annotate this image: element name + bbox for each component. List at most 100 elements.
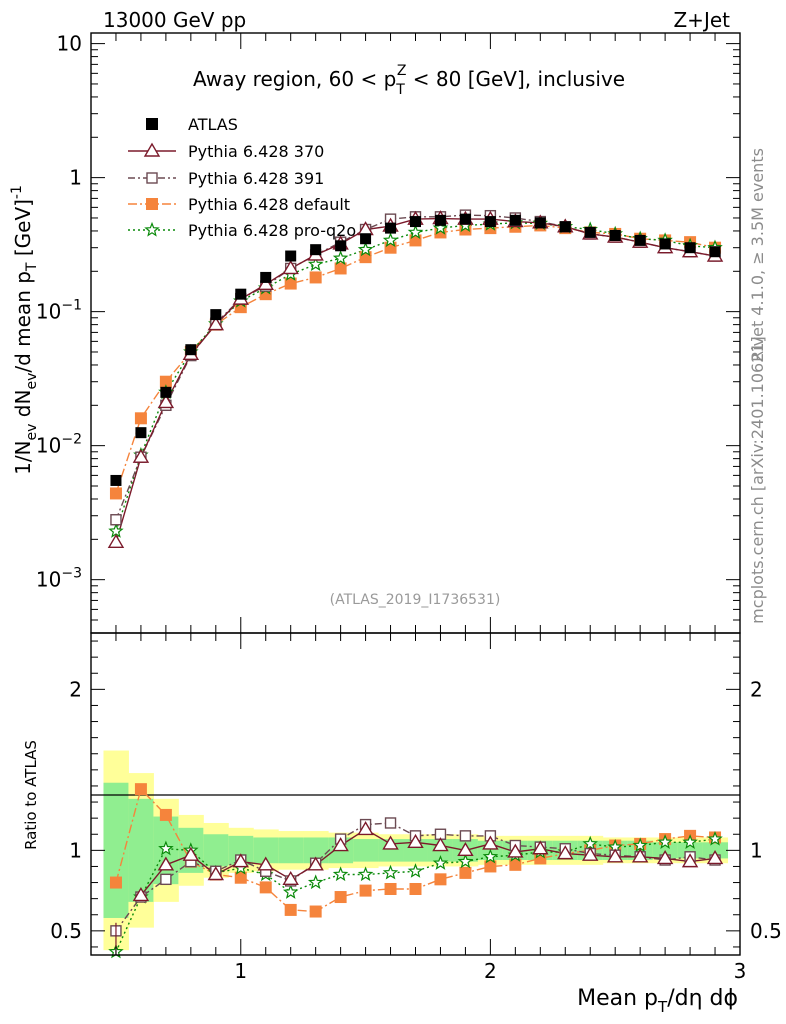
- ratio-3-point-21: [632, 837, 648, 853]
- series-3-point-7: [284, 277, 297, 290]
- series-3-point-9: [334, 262, 347, 275]
- y-tick-label-3: 10−2: [36, 432, 82, 458]
- ratio-0-point-15: [482, 835, 499, 850]
- series-4-point-11: [382, 232, 399, 248]
- ratio-band-green-22: [652, 842, 679, 859]
- atlas-point-17: [534, 217, 546, 229]
- legend-marker-3: [146, 198, 158, 210]
- series-3-point-0: [109, 487, 122, 500]
- ratio-band-green-24: [702, 842, 729, 859]
- title-prefix: Away region, 60 < p: [193, 67, 396, 91]
- ratio-2-point-16: [509, 858, 522, 871]
- main-series-layer: [107, 209, 724, 549]
- title-suffix: < 80 [GeV], inclusive: [406, 67, 625, 91]
- series-1-point-0: [107, 533, 125, 549]
- series-3-point-10: [359, 251, 372, 264]
- ratio-0-point-23: [681, 853, 699, 868]
- plot-title: Away region, 60 < pTZ < 80 [GeV], inclus…: [193, 63, 625, 98]
- series-1-point-4: [207, 316, 225, 331]
- ratio-2-point-11: [384, 882, 397, 895]
- atlas-point-2: [160, 386, 172, 398]
- ratio-3-point-10: [357, 866, 374, 882]
- atlas-point-8: [310, 244, 322, 256]
- xlabel-b: /dη dϕ: [667, 986, 738, 1011]
- ratio-tick-label-left-1: 1: [69, 838, 82, 862]
- ratio-0-point-13: [432, 837, 449, 852]
- atlas-point-13: [434, 214, 446, 226]
- atlas-point-9: [335, 240, 347, 252]
- ratio-3-point-15: [482, 848, 499, 864]
- ylabel-d: [GeV]: [11, 199, 35, 262]
- atlas-point-20: [609, 229, 621, 241]
- ratio-0-point-18: [557, 845, 574, 860]
- ratio-2-point-10: [359, 884, 372, 897]
- legend-label-2: Pythia 6.428 391: [188, 169, 324, 188]
- x-axis-label: Mean pT/dη dϕ: [577, 986, 738, 1016]
- series-line-2: [115, 214, 716, 520]
- series-3-point-12: [409, 234, 422, 247]
- series-2-point-0: [110, 514, 122, 526]
- ylabel-sup: -1: [9, 185, 25, 199]
- ratio-0-point-19: [582, 846, 599, 861]
- ratio-tick-label-left-2: 0.5: [50, 919, 82, 943]
- ratio-3-point-22: [657, 834, 673, 849]
- ratio-0-point-21: [631, 848, 649, 863]
- main-tick-layer: 10 1 10−1 10−2 10−3: [36, 32, 741, 634]
- ratio-2-point-0: [109, 876, 122, 889]
- y-tick-label-2: 10−1: [36, 298, 82, 324]
- atlas-point-0: [110, 474, 122, 486]
- ratio-0-point-6: [257, 856, 274, 871]
- atlas-point-18: [559, 221, 571, 233]
- series-1-point-7: [282, 260, 299, 275]
- ratio-0-point-11: [382, 835, 399, 850]
- atlas-point-7: [285, 250, 297, 262]
- ratio-0-point-9: [332, 837, 349, 852]
- xlabel-sub: T: [657, 998, 668, 1016]
- ratio-3-point-24: [707, 830, 723, 846]
- ratio-0-point-12: [407, 833, 424, 848]
- ratio-y-axis-label: Ratio to ATLAS: [22, 740, 40, 850]
- legend-label-1: Pythia 6.428 370: [188, 142, 324, 161]
- ratio-0-point-4: [207, 866, 225, 881]
- series-4-point-9: [332, 250, 349, 265]
- ratio-3-point-7: [282, 884, 299, 899]
- ratio-0-point-2: [157, 856, 175, 871]
- y-tick-label-1: 1: [69, 166, 82, 190]
- legend-label-4: Pythia 6.428 pro-q2o: [188, 221, 356, 240]
- ratio-0-point-7: [282, 870, 299, 886]
- x-tick-label-1: 2: [484, 959, 497, 983]
- atlas-point-10: [360, 233, 372, 245]
- ratio-0-point-8: [307, 856, 324, 871]
- series-1-point-1: [132, 448, 150, 463]
- ratio-band-green-10: [353, 839, 379, 862]
- ratio-3-point-11: [382, 864, 399, 880]
- series-line-3: [115, 224, 716, 494]
- ratio-2-point-5: [234, 871, 247, 884]
- ylabel-c: /d mean p: [11, 271, 35, 373]
- legend: ATLAS Pythia 6.428 370 Pythia 6.428 391 Pyt…: [128, 115, 356, 240]
- ratio-2-point-2: [159, 808, 172, 821]
- ratio-band-green-11: [378, 839, 404, 862]
- series-3-point-2: [159, 375, 172, 388]
- atlas-point-14: [459, 213, 471, 225]
- y-axis-label: 1/Nev dNev/d mean pT [GeV]-1: [9, 185, 40, 475]
- legend-marker-4: [144, 221, 160, 237]
- ratio-0-point-24: [706, 850, 724, 865]
- analysis-watermark: (ATLAS_2019_I1736531): [330, 592, 501, 608]
- ylabel-b: dN: [11, 390, 35, 424]
- ratio-3-point-12: [407, 863, 424, 878]
- title-sup: Z: [397, 63, 407, 79]
- ratio-2-point-15: [484, 860, 497, 873]
- y-tick-label-4: 10−3: [36, 566, 82, 592]
- ratio-2-point-12: [409, 882, 422, 895]
- series-line-4: [115, 222, 716, 532]
- ratio-band-layer: [103, 750, 729, 951]
- atlas-point-5: [235, 288, 247, 300]
- ratio-2-point-8: [309, 905, 322, 918]
- xlabel-a: Mean p: [577, 986, 658, 1011]
- ratio-2-point-9: [334, 891, 347, 904]
- atlas-point-24: [709, 246, 721, 258]
- series-4-point-13: [432, 219, 449, 235]
- atlas-point-16: [509, 214, 521, 226]
